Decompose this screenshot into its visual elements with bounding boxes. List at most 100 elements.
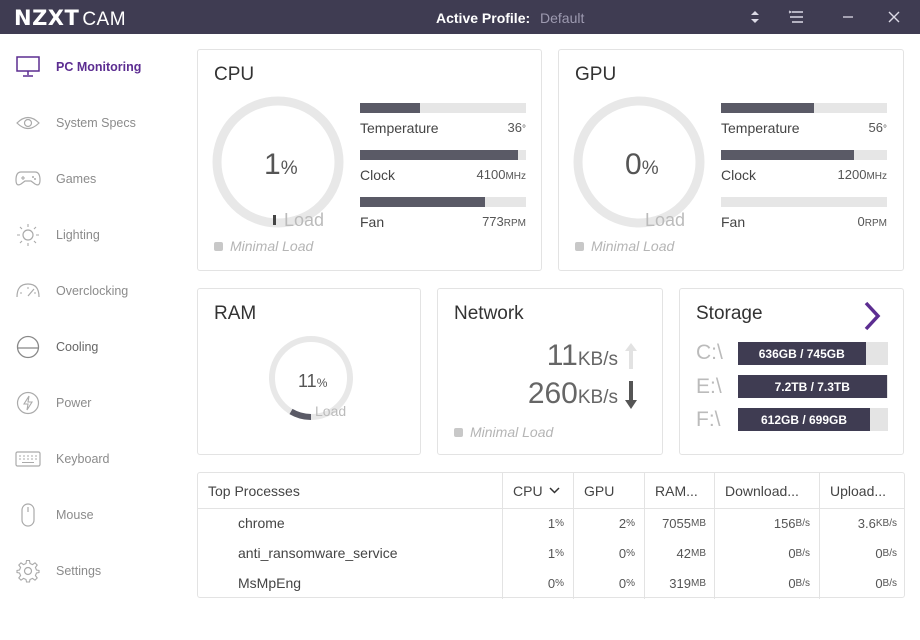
cpu-card[interactable]: CPU 1% Load Minimal Load Temperature 36°…	[197, 49, 542, 271]
sidebar-item-label: Keyboard	[56, 452, 110, 466]
network-upload-value: 11KB/s	[546, 339, 618, 372]
process-upload: 3.6 KB/s	[857, 515, 897, 531]
sidebar-item-power[interactable]: Power	[0, 383, 185, 423]
gpu-clock-bar	[721, 150, 887, 160]
column-header-top-processes[interactable]: Top Processes	[208, 482, 300, 499]
cpu-fan-value: 773RPM	[482, 214, 526, 229]
gear-icon	[15, 558, 41, 584]
sidebar-item-label: Lighting	[56, 228, 100, 242]
column-header-download[interactable]: Download...	[714, 473, 819, 508]
cpu-fan-bar	[360, 197, 526, 207]
sidebar-item-lighting[interactable]: Lighting	[0, 215, 185, 255]
sidebar-item-label: System Specs	[56, 116, 136, 130]
process-gpu: 2%	[618, 515, 635, 531]
cpu-temperature-value: 36°	[507, 120, 526, 135]
gpu-clock-label: Clock	[721, 167, 757, 183]
gpu-card[interactable]: GPU 0% Load Minimal Load Temperature 56°…	[558, 49, 904, 271]
sidebar-item-system-specs[interactable]: System Specs	[0, 103, 185, 143]
gamepad-icon	[15, 166, 41, 192]
gpu-load-label: Load	[645, 210, 686, 230]
minimize-icon[interactable]	[838, 7, 858, 27]
gpu-clock-value: 1200MHz	[837, 167, 887, 182]
column-header-upload[interactable]: Upload...	[819, 473, 906, 508]
ram-load-gauge	[269, 336, 353, 421]
cpu-clock-value: 4100MHz	[476, 167, 526, 182]
chevron-right-icon[interactable]	[862, 301, 882, 331]
sidebar: PC Monitoring System Specs Games Lightin…	[0, 34, 185, 640]
status-square-icon	[214, 241, 223, 251]
process-name[interactable]: MsMpEng	[238, 575, 302, 591]
sidebar-item-label: Power	[56, 396, 92, 410]
sidebar-item-settings[interactable]: Settings	[0, 551, 185, 591]
eye-icon	[15, 110, 41, 136]
cpu-load-value: 1%	[264, 148, 298, 181]
cpu-clock-label: Clock	[360, 167, 396, 183]
sort-updown-icon[interactable]	[745, 7, 765, 27]
menu-icon[interactable]	[786, 7, 806, 27]
sidebar-item-keyboard[interactable]: Keyboard	[0, 439, 185, 479]
cpu-minimal-load: Minimal Load	[214, 238, 313, 254]
app-logo: NZXT CAM	[14, 6, 127, 30]
upload-arrow-icon	[625, 343, 637, 369]
process-name[interactable]: chrome	[238, 515, 285, 531]
process-name[interactable]: anti_ransomware_service	[238, 545, 398, 561]
process-cpu: 1%	[547, 515, 564, 531]
gpu-fan-bar	[721, 197, 887, 207]
cpu-temperature-label: Temperature	[360, 120, 439, 136]
sidebar-item-label: Overclocking	[56, 284, 129, 298]
gpu-temperature-label: Temperature	[721, 120, 800, 136]
title-bar: NZXT CAM Active Profile: Default	[0, 0, 920, 34]
cpu-temperature-bar	[360, 103, 526, 113]
cpu-fan-label: Fan	[360, 214, 385, 230]
column-header-ram[interactable]: RAM...	[644, 473, 714, 508]
status-square-icon	[454, 427, 463, 437]
process-ram: 7055 MB	[662, 515, 706, 531]
ram-load-value: 11%	[298, 371, 328, 391]
process-download: 156 B/s	[773, 515, 810, 531]
cpu-title: CPU	[214, 64, 255, 85]
gpu-fan-value: 0RPM	[857, 214, 887, 229]
mouse-icon	[15, 502, 41, 528]
sidebar-item-overclocking[interactable]: Overclocking	[0, 271, 185, 311]
drive-c-label: C:\	[696, 341, 723, 364]
process-download: 0 B/s	[788, 575, 810, 591]
drive-f-label: F:\	[696, 408, 721, 431]
network-minimal-load: Minimal Load	[454, 424, 553, 440]
status-square-icon	[575, 241, 584, 251]
sidebar-item-pc-monitoring[interactable]: PC Monitoring	[0, 47, 185, 87]
process-gpu: 0%	[618, 545, 635, 561]
gpu-load-gauge	[573, 96, 705, 228]
ram-card[interactable]: RAM 11% Load	[197, 288, 421, 455]
network-card[interactable]: Network 11KB/s 260KB/s Minimal Load	[437, 288, 663, 455]
chevron-down-icon	[549, 487, 560, 494]
cpu-load-gauge	[212, 96, 344, 228]
sidebar-item-games[interactable]: Games	[0, 159, 185, 199]
cooling-icon	[15, 334, 41, 360]
column-header-cpu[interactable]: CPU	[502, 473, 573, 508]
gpu-load-value: 0%	[625, 148, 659, 181]
top-processes-table: Top Processes CPU GPU RAM... Download...…	[197, 472, 906, 599]
sidebar-item-label: PC Monitoring	[56, 60, 142, 74]
process-ram: 319 MB	[669, 575, 706, 591]
monitor-icon	[15, 54, 41, 80]
storage-title: Storage	[696, 303, 763, 324]
sidebar-item-cooling[interactable]: Cooling	[0, 327, 185, 367]
sidebar-item-mouse[interactable]: Mouse	[0, 495, 185, 535]
storage-card[interactable]: Storage C:\ 636GB / 745GB E:\ 7.2TB / 7.…	[679, 288, 904, 455]
network-download-value: 260KB/s	[527, 377, 618, 410]
download-arrow-icon	[625, 381, 637, 409]
active-profile-dropdown[interactable]: Default	[540, 10, 585, 26]
process-cpu: 0%	[547, 575, 564, 591]
sun-icon	[15, 222, 41, 248]
sidebar-item-label: Settings	[56, 564, 102, 578]
process-cpu: 1%	[547, 545, 564, 561]
gpu-temperature-bar	[721, 103, 887, 113]
cpu-clock-bar	[360, 150, 526, 160]
close-icon[interactable]	[884, 7, 904, 27]
column-header-gpu[interactable]: GPU	[573, 473, 644, 508]
ram-load-label: Load	[315, 403, 347, 419]
ram-title: RAM	[214, 303, 257, 324]
process-upload: 0 B/s	[875, 575, 897, 591]
drive-f-bar: 612GB / 699GB	[738, 408, 888, 431]
sidebar-item-label: Cooling	[56, 340, 99, 354]
